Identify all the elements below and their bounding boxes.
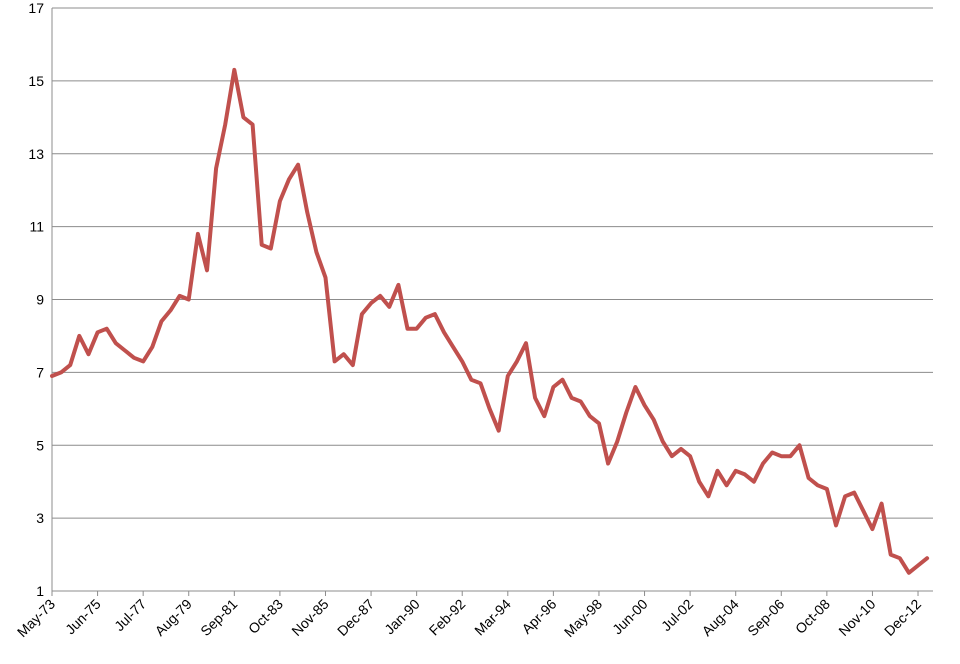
y-tick-label: 1 xyxy=(36,583,44,599)
x-tick-label: May-73 xyxy=(14,596,58,640)
x-tick-label: Dec-12 xyxy=(881,596,924,639)
data-line xyxy=(50,67,930,575)
x-tick-label: Oct-08 xyxy=(792,596,833,637)
x-tick-label: Nov-85 xyxy=(288,596,331,639)
x-tick-label: Feb-92 xyxy=(426,596,469,639)
x-tick-label: Jan-90 xyxy=(381,596,423,638)
x-tick-label: Jun-00 xyxy=(609,596,651,638)
x-tick-label: Sep-81 xyxy=(197,596,240,639)
x-tick-label: Jun-75 xyxy=(62,596,104,638)
x-tick-label: May-98 xyxy=(561,596,605,640)
y-tick-label: 3 xyxy=(36,510,44,526)
y-tick-label: 7 xyxy=(36,364,44,380)
y-tick-label: 17 xyxy=(28,0,44,16)
x-tick-label: Aug-04 xyxy=(699,596,742,639)
x-tick-label: Jul-77 xyxy=(111,596,149,634)
x-tick-label: Dec-87 xyxy=(334,596,377,639)
y-tick-label: 15 xyxy=(28,73,44,89)
y-tick-label: 13 xyxy=(28,146,44,162)
y-tick-label: 9 xyxy=(36,292,44,308)
x-tick-label: Aug-79 xyxy=(152,596,195,639)
y-tick-label: 5 xyxy=(36,437,44,453)
x-tick-label: Sep-06 xyxy=(744,596,787,639)
x-tick-label: Nov-10 xyxy=(835,596,878,639)
x-tick-label: Apr-96 xyxy=(518,596,559,637)
y-tick-label: 11 xyxy=(29,219,44,235)
x-tick-label: Mar-94 xyxy=(471,596,514,639)
x-tick-label: Oct-83 xyxy=(245,596,286,637)
x-tick-label: Jul-02 xyxy=(658,596,696,634)
